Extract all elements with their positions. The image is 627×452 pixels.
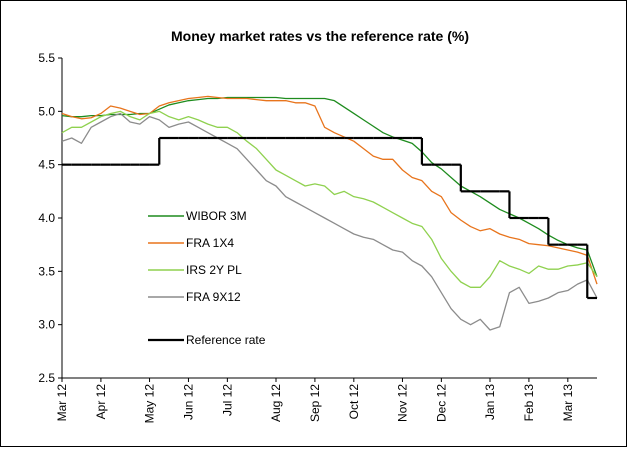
x-tick-label: May 12 bbox=[143, 384, 157, 424]
y-tick-label: 5.0 bbox=[38, 104, 55, 118]
y-tick-label: 4.5 bbox=[38, 158, 55, 172]
x-tick-label: Nov 12 bbox=[395, 384, 409, 422]
series-line bbox=[61, 110, 598, 288]
legend-label: FRA 1X4 bbox=[186, 236, 234, 250]
x-tick-label: Jan 13 bbox=[483, 384, 497, 420]
x-tick-label: Oct 12 bbox=[347, 384, 361, 420]
x-tick-label: Dec 12 bbox=[434, 384, 448, 422]
legend-label: Reference rate bbox=[186, 333, 266, 347]
x-tick-label: Sep 12 bbox=[308, 384, 322, 422]
y-tick-label: 4.0 bbox=[38, 211, 55, 225]
legend-label: FRA 9X12 bbox=[186, 290, 241, 304]
legend-label: IRS 2Y PL bbox=[186, 263, 242, 277]
x-tick-label: Feb 13 bbox=[522, 384, 536, 422]
y-tick-label: 2.5 bbox=[38, 371, 55, 385]
step-riser bbox=[158, 138, 589, 298]
legend-label: WIBOR 3M bbox=[186, 209, 247, 223]
chart-title: Money market rates vs the reference rate… bbox=[171, 28, 469, 44]
x-tick-label: Jul 12 bbox=[220, 384, 234, 416]
series-line bbox=[61, 95, 598, 285]
x-tick-label: Mar 13 bbox=[561, 384, 575, 422]
y-tick-label: 3.0 bbox=[38, 318, 55, 332]
x-tick-label: Mar 12 bbox=[55, 384, 69, 422]
y-tick-label: 3.5 bbox=[38, 264, 55, 278]
x-tick-label: Aug 12 bbox=[269, 384, 283, 422]
x-tick-label: Apr 12 bbox=[94, 384, 108, 420]
series-line bbox=[61, 112, 598, 331]
y-tick-label: 5.5 bbox=[38, 51, 55, 65]
x-tick-label: Jun 12 bbox=[181, 384, 195, 420]
